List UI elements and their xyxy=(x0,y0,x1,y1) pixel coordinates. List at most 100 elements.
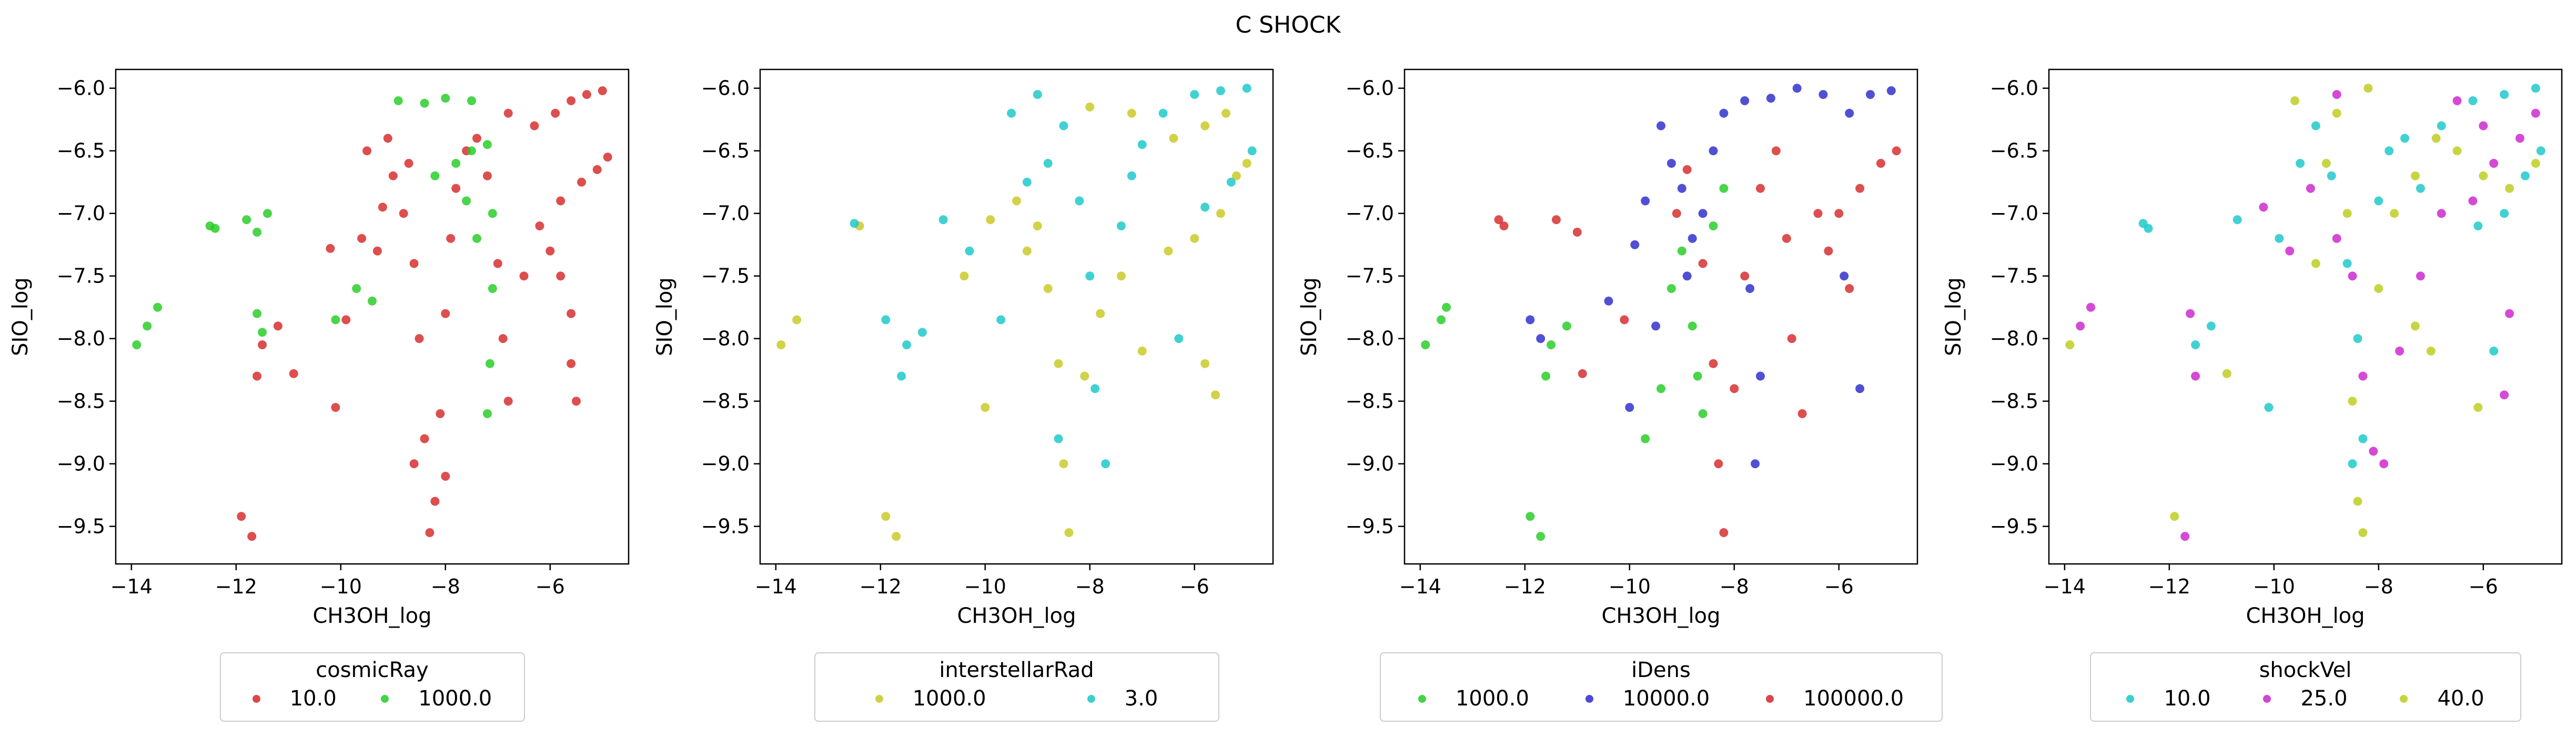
data-point xyxy=(1625,403,1634,412)
data-point xyxy=(2076,321,2085,331)
data-point xyxy=(1792,84,1802,93)
data-point xyxy=(551,108,560,118)
data-point xyxy=(1007,108,1016,118)
data-point xyxy=(2086,302,2096,312)
data-point xyxy=(2369,447,2378,456)
data-point xyxy=(1064,528,1074,537)
legend-marker xyxy=(1087,694,1095,703)
data-point xyxy=(1714,459,1723,469)
data-point xyxy=(545,246,555,256)
data-point xyxy=(1730,384,1739,393)
legend-title: shockVel xyxy=(2259,658,2352,682)
data-point xyxy=(2332,108,2341,118)
x-tick-label: −8 xyxy=(2364,575,2393,598)
data-point xyxy=(2479,171,2488,180)
data-point xyxy=(273,321,282,331)
data-point xyxy=(1226,177,1236,187)
x-axis-label: CH3OH_log xyxy=(957,604,1076,628)
data-point xyxy=(2390,209,2399,218)
x-tick-label: −8 xyxy=(1720,575,1749,598)
data-point xyxy=(1813,209,1823,218)
data-point xyxy=(258,328,267,337)
legend-label: 3.0 xyxy=(1124,686,1158,711)
data-point xyxy=(2379,459,2389,469)
data-point xyxy=(326,244,335,253)
data-point xyxy=(996,315,1006,325)
data-point xyxy=(1421,340,1430,349)
legend-entry: 40.0 xyxy=(2400,686,2484,711)
data-point xyxy=(2327,171,2336,180)
data-point xyxy=(1682,165,1692,174)
y-tick-label: −6.5 xyxy=(1346,139,1394,163)
data-point xyxy=(482,140,492,149)
data-point xyxy=(1688,321,1697,331)
data-point xyxy=(981,403,990,412)
data-point xyxy=(1221,108,1230,118)
data-point xyxy=(404,159,413,168)
data-point xyxy=(1190,90,1199,99)
data-point xyxy=(1090,384,1100,393)
data-point xyxy=(331,315,340,325)
x-tick-label: −10 xyxy=(320,575,362,598)
y-axis-label: SIO_log xyxy=(1942,277,1966,356)
legend-label: 40.0 xyxy=(2437,686,2484,711)
data-point xyxy=(1698,259,1708,268)
data-point xyxy=(252,227,262,237)
data-point xyxy=(1242,159,1251,168)
data-point xyxy=(902,340,912,349)
data-point xyxy=(1137,346,1147,356)
y-tick-label: −6.0 xyxy=(57,77,105,100)
data-point xyxy=(331,403,340,412)
data-point xyxy=(420,434,429,443)
data-point xyxy=(482,409,492,418)
data-point xyxy=(1756,371,1765,381)
data-point xyxy=(1740,96,1750,105)
data-point xyxy=(2395,346,2405,356)
data-point xyxy=(258,340,267,349)
data-point xyxy=(938,215,948,225)
legend-marker xyxy=(1418,694,1426,703)
data-point xyxy=(451,159,461,168)
data-point xyxy=(577,177,586,187)
data-point xyxy=(2468,196,2478,206)
data-point xyxy=(1756,184,1765,193)
scatter-panel-3: −14 −12 −10 −8 −6 −6.0 −6.5 −7.0 −7.5 −8.0 −8.5 −9.… xyxy=(1297,68,1918,628)
data-point xyxy=(1536,334,1545,344)
y-tick-label: −6.0 xyxy=(701,77,750,100)
legend-entry: 1000.0 xyxy=(381,686,492,711)
data-point xyxy=(2536,146,2545,156)
y-tick-label: −7.5 xyxy=(1346,265,1394,288)
data-point xyxy=(1834,209,1844,218)
data-point xyxy=(357,234,367,243)
data-point xyxy=(2468,96,2478,105)
data-point xyxy=(2400,134,2409,143)
data-point xyxy=(1536,532,1545,541)
y-tick-label: −9.5 xyxy=(701,515,750,538)
data-point xyxy=(472,234,481,243)
data-point xyxy=(582,90,591,99)
data-point xyxy=(425,528,435,537)
data-point xyxy=(1797,409,1807,418)
data-point xyxy=(1892,146,1901,156)
data-point xyxy=(1547,340,1556,349)
data-point xyxy=(1541,371,1551,381)
data-point xyxy=(1656,121,1665,130)
data-point xyxy=(1200,121,1210,130)
data-point xyxy=(1169,134,1178,143)
legend-2: interstellarRad 1000.0 3.0 xyxy=(814,652,1219,722)
legend-marker xyxy=(2263,694,2271,703)
legend-label: 100000.0 xyxy=(1803,686,1904,711)
data-point xyxy=(1127,108,1136,118)
series-25.0 xyxy=(2076,90,2540,541)
data-point xyxy=(1117,221,1126,230)
series-3.0 xyxy=(850,84,1257,469)
x-tick-label: −8 xyxy=(1075,575,1105,598)
data-point xyxy=(1578,369,1587,378)
y-tick-label: −8.5 xyxy=(701,390,750,413)
data-point xyxy=(1819,90,1828,99)
data-point xyxy=(1242,84,1251,93)
series-1000.0 xyxy=(132,94,497,418)
data-point xyxy=(2505,309,2514,318)
data-point xyxy=(2348,397,2357,406)
data-point xyxy=(1096,309,1105,318)
